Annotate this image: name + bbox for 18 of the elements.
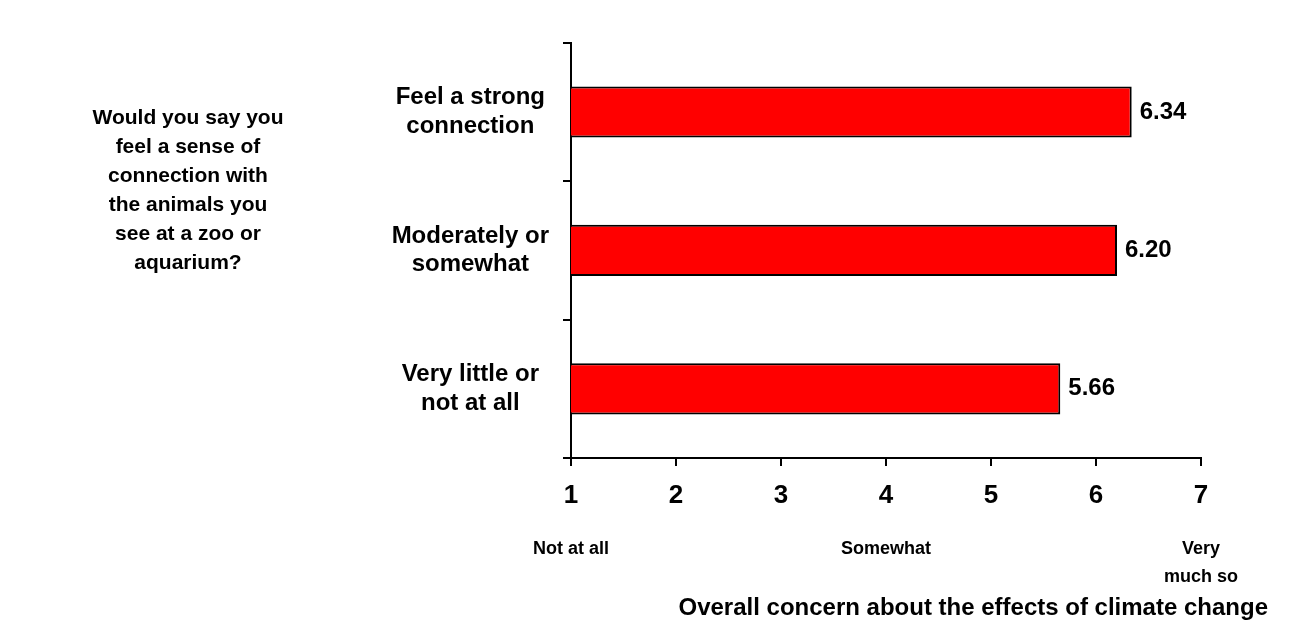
y-tick-label: Feel a strong connection (395, 82, 545, 139)
text: Not at all (532, 537, 610, 558)
x-tick-label: 3 (773, 478, 789, 509)
y-tick-label: Moderately or somewhat (391, 220, 549, 277)
x-tick-label: 7 (1193, 478, 1209, 509)
x-tick-label: 4 (878, 478, 894, 509)
data-label: 5.66 (1068, 373, 1116, 401)
x-tick-label: 1 (563, 478, 579, 509)
data-label: 6.20 (1125, 235, 1172, 263)
x-tick-label: 5 (983, 478, 999, 509)
x-axis-title: Overall concern about the effects of climate change (678, 592, 1268, 620)
text: Very much so (1163, 537, 1239, 586)
text: Somewhat (840, 537, 932, 558)
x-tick-label: 6 (1088, 478, 1104, 509)
text: Would you say you feel a sense of connection with the animals you see at a zoo or aquarium? (92, 104, 284, 275)
data-label: 6.34 (1139, 96, 1188, 124)
y-tick-label: Very little or not at all (401, 359, 540, 415)
x-tick-label: 2 (668, 478, 684, 509)
